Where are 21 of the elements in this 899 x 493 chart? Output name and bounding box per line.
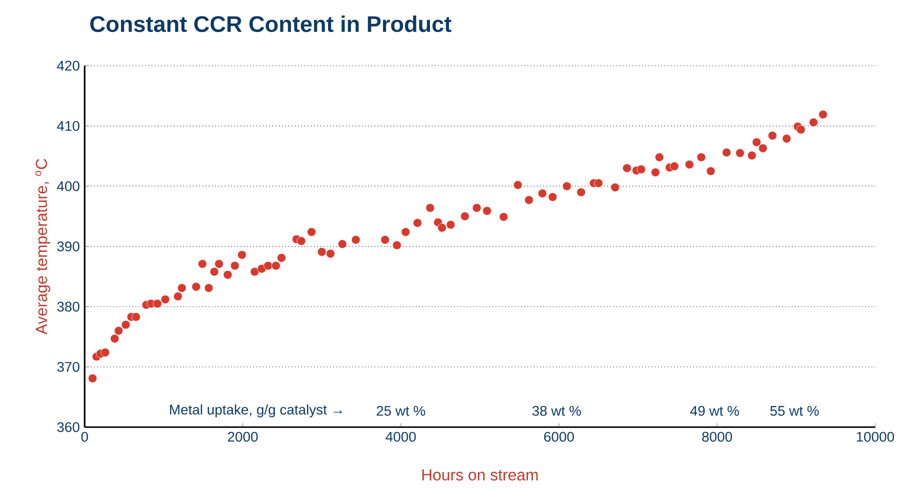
annotation: 55 wt % <box>770 406 819 416</box>
annotation: 38 wt % <box>532 406 581 416</box>
y-tick-label: 390 <box>57 242 80 252</box>
y-tick-label: 360 <box>57 422 80 432</box>
chart-title: Constant CCR Content in Product <box>90 16 452 32</box>
x-tick-label: 0 <box>81 432 88 442</box>
x-tick-label: 2000 <box>228 432 258 442</box>
y-tick-label: 380 <box>57 302 80 312</box>
y-axis-title: Average temperature, $^{o}$C <box>35 158 50 335</box>
x-axis-title: Hours on stream <box>422 469 538 481</box>
y-tick-label: 420 <box>57 60 80 71</box>
annotation: Metal uptake, g/g catalyst → <box>170 404 342 418</box>
annotation: 49 wt % <box>690 406 739 416</box>
x-tick-label: 4000 <box>386 432 416 442</box>
annotation: 25 wt % <box>376 406 426 416</box>
y-tick-label: 400 <box>57 181 80 192</box>
x-tick-label: 10000 <box>856 432 894 442</box>
y-tick-label: 370 <box>57 362 80 372</box>
x-tick-label: 8000 <box>702 432 732 442</box>
y-tick-label: 410 <box>57 121 80 131</box>
x-tick-label: 6000 <box>544 432 574 442</box>
